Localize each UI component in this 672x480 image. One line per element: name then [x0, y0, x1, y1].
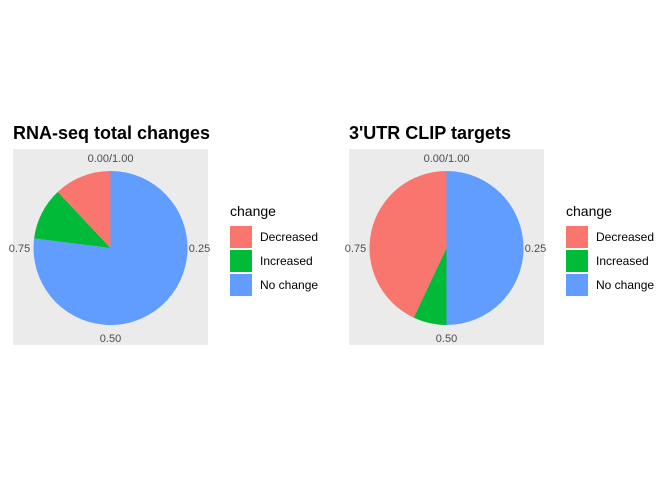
polar-tick-label: 0.00/1.00: [88, 153, 134, 165]
legend-label: No change: [596, 277, 655, 292]
pie-slice-increased: [34, 191, 111, 248]
legend-label: No change: [260, 277, 319, 292]
legend-item-no-change: No change: [230, 273, 318, 296]
legend-label: Decreased: [596, 229, 655, 244]
legend-label: Decreased: [260, 229, 319, 244]
polar-tick-label: 0.50: [100, 333, 121, 345]
pie-slice-increased: [413, 248, 447, 325]
legend-swatch: [566, 249, 588, 272]
polar-tick-label: 0.00/1.00: [424, 153, 470, 165]
polar-tick-label: 0.25: [525, 243, 546, 255]
legend-swatch: [230, 225, 252, 248]
pie-chart: 0.00/1.00 0.25 0.50 0.75: [345, 149, 546, 345]
legend-item-no-change: No change: [566, 273, 654, 296]
chart-title: RNA-seq total changes: [13, 123, 211, 143]
polar-tick-label: 0.75: [345, 243, 366, 255]
pie-slice-decreased: [57, 171, 111, 248]
pie-slice-decreased: [369, 170, 447, 318]
legend-swatch: [230, 249, 252, 272]
legend-swatch: [566, 225, 588, 248]
legend-item-increased: Increased: [566, 249, 649, 272]
legend-swatch: [566, 273, 588, 296]
chart-panel-2: 3'UTR CLIP targets 0.00/1.00 0.25 0.50 0.75…: [336, 0, 672, 480]
polar-tick-label: 0.50: [436, 333, 457, 345]
legend-item-decreased: Decreased: [566, 225, 654, 248]
legend-item-decreased: Decreased: [230, 225, 318, 248]
chart-panel-1: RNA-seq total changes 0.00/1.00 0.25 0.50 0…: [9, 123, 318, 345]
polar-tick-label: 0.25: [189, 243, 210, 255]
legend-title: change: [566, 203, 612, 219]
chart-title: 3'UTR CLIP targets: [349, 123, 511, 143]
legend-item-increased: Increased: [230, 249, 313, 272]
polar-tick-label: 0.75: [9, 243, 30, 255]
pie-slice-no-change: [446, 171, 524, 325]
legend-title: change: [230, 203, 276, 219]
pie-slice-no-change: [33, 171, 188, 325]
pie-chart: 0.00/1.00 0.25 0.50 0.75: [9, 149, 210, 345]
legend-swatch: [230, 273, 252, 296]
legend-label: Increased: [596, 253, 649, 268]
legend-label: Increased: [260, 253, 313, 268]
